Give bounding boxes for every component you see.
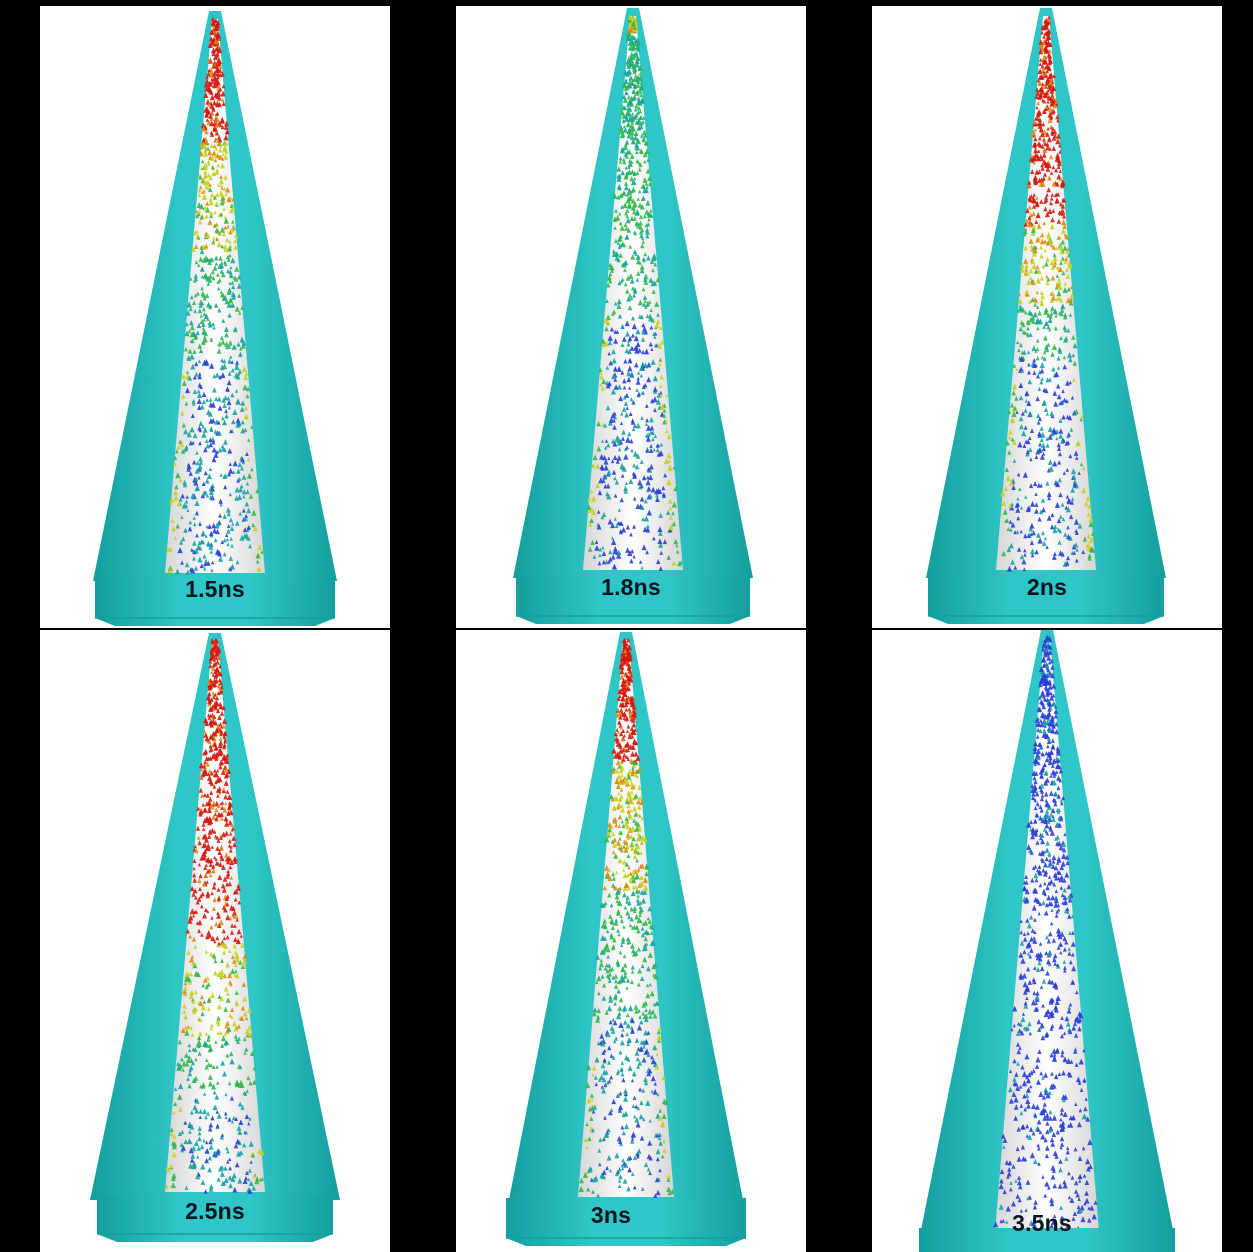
panel-5: 3ns bbox=[456, 630, 806, 1252]
panel-3: 2ns bbox=[872, 6, 1222, 628]
cone-interior bbox=[578, 640, 674, 1197]
panel-6: 3.5ns bbox=[872, 630, 1222, 1252]
time-label-2: 1.8ns bbox=[601, 574, 661, 600]
cone-interior bbox=[165, 641, 265, 1192]
cone-interior bbox=[583, 16, 683, 570]
cone-base bbox=[95, 578, 335, 626]
time-label-4: 2.5ns bbox=[185, 1198, 245, 1224]
cone-interior bbox=[995, 638, 1099, 1232]
cone-3 bbox=[926, 8, 1166, 624]
cone-base bbox=[506, 1198, 746, 1246]
cone-6 bbox=[919, 630, 1175, 1252]
particle-arrows bbox=[578, 637, 675, 1199]
panel-1: 1.5ns bbox=[40, 6, 390, 628]
cone-5 bbox=[506, 632, 746, 1246]
particle-arrows bbox=[586, 14, 683, 571]
panel-2: 1.8ns bbox=[456, 6, 806, 628]
particle-arrows bbox=[999, 15, 1095, 572]
cone-base bbox=[516, 576, 750, 624]
cone-2 bbox=[513, 8, 753, 624]
time-label-5: 3ns bbox=[590, 1202, 632, 1228]
panel-4: 2.5ns bbox=[40, 630, 390, 1252]
cone-base bbox=[919, 1228, 1175, 1252]
cone-base bbox=[928, 576, 1164, 624]
time-label-3: 2ns bbox=[1026, 574, 1068, 600]
particle-arrows bbox=[164, 637, 265, 1194]
time-label-1: 1.5ns bbox=[185, 576, 245, 602]
time-label-6: 3.5ns bbox=[1012, 1210, 1072, 1236]
particle-arrows bbox=[993, 634, 1098, 1234]
particle-arrows bbox=[166, 16, 264, 575]
cone-base bbox=[97, 1194, 333, 1242]
cone-1 bbox=[93, 11, 337, 626]
cone-4 bbox=[90, 633, 340, 1242]
